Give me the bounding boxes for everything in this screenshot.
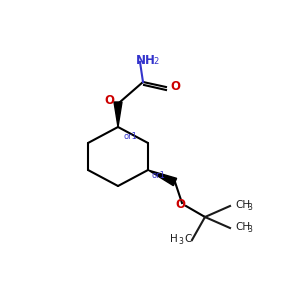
Text: 3: 3 [178,236,183,245]
Text: O: O [175,197,185,211]
Text: CH: CH [235,200,250,210]
Text: NH: NH [136,53,156,67]
Text: O: O [170,80,180,94]
Text: C: C [184,234,191,244]
Text: 3: 3 [247,202,252,211]
Text: CH: CH [235,222,250,232]
Text: or1: or1 [152,171,166,180]
Text: O: O [104,94,114,107]
Text: 3: 3 [247,224,252,233]
Polygon shape [148,170,177,186]
Text: 2: 2 [153,58,159,67]
Text: H: H [170,234,178,244]
Text: or1: or1 [124,132,138,141]
Polygon shape [114,102,122,127]
